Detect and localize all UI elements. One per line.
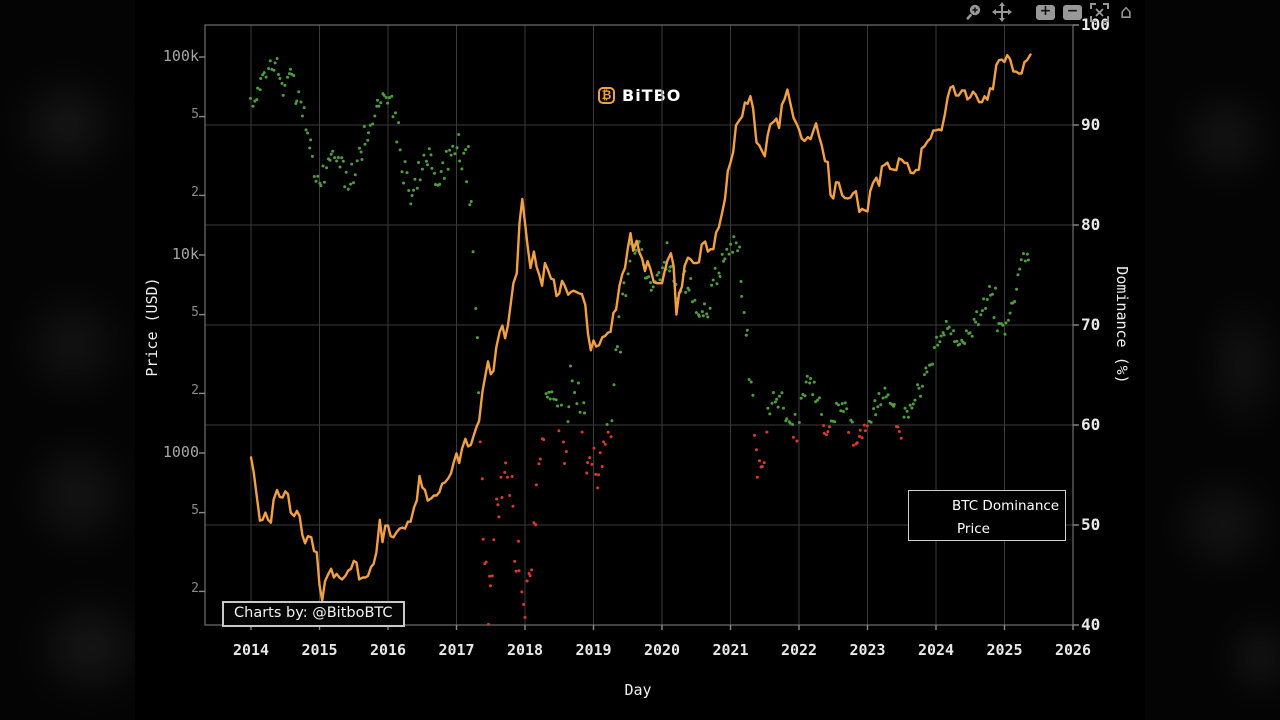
year-tick-label: 2018 <box>506 641 544 659</box>
pan-arrows-icon <box>992 2 1012 22</box>
plus-icon: + <box>1036 4 1055 20</box>
bitbo-logo: ₿ BiTBO <box>598 86 681 105</box>
credit-badge: Charts by: @BitboBTC <box>222 601 405 627</box>
price-tick-label: 1000 <box>162 443 199 461</box>
chart-legend[interactable]: BTC Dominance Price <box>908 490 1066 541</box>
toolbar-spacer <box>1016 2 1032 22</box>
blur-blob <box>14 285 132 405</box>
left-axis-title: Price (USD) <box>143 277 161 377</box>
price-tick-label: 5 <box>191 304 199 320</box>
dominance-marker-icon <box>926 503 931 508</box>
blur-blob <box>1170 85 1280 190</box>
legend-label: BTC Dominance <box>952 497 1060 514</box>
price-tick-label: 10k <box>171 245 199 263</box>
chart-panel <box>135 0 1145 720</box>
year-tick-label: 2016 <box>369 641 407 659</box>
price-marker-icon <box>913 527 949 530</box>
dominance-tick-label: 70 <box>1081 315 1101 334</box>
right-axis-title: Dominance (%) <box>1113 266 1131 384</box>
blur-blob <box>26 590 135 705</box>
autoscale-button[interactable] <box>1086 2 1113 22</box>
autoscale-icon <box>1090 2 1109 22</box>
magnifier-icon <box>965 2 985 22</box>
dominance-tick-label: 60 <box>1081 415 1101 434</box>
dominance-tick-label: 100 <box>1081 15 1110 34</box>
year-tick-label: 2019 <box>575 641 612 659</box>
blur-blob <box>8 70 126 180</box>
blur-blob <box>1225 615 1280 700</box>
legend-label: Price <box>957 520 990 537</box>
blur-blob <box>1165 470 1280 580</box>
blur-blob <box>18 430 135 560</box>
letterbox-left <box>0 0 135 720</box>
price-tick-label: 2 <box>191 383 199 399</box>
year-tick-label: 2021 <box>712 641 749 659</box>
year-tick-label: 2022 <box>780 641 818 659</box>
bitbo-logo-text: BiTBO <box>622 86 682 105</box>
year-tick-label: 2015 <box>301 641 338 659</box>
home-icon: ⌂ <box>1119 1 1133 23</box>
zoom-tool-button[interactable] <box>962 2 988 22</box>
legend-item-price[interactable]: Price <box>909 517 1065 540</box>
dominance-tick-label: 80 <box>1081 215 1101 234</box>
year-tick-label: 2025 <box>986 641 1023 659</box>
x-axis-title: Day <box>624 681 652 699</box>
home-button[interactable]: ⌂ <box>1113 2 1139 22</box>
year-tick-label: 2023 <box>849 641 886 659</box>
blur-blob <box>1200 290 1280 440</box>
year-tick-label: 2020 <box>643 641 681 659</box>
letterbox-right <box>1145 0 1280 720</box>
dominance-tick-label: 90 <box>1081 115 1101 134</box>
minus-icon: − <box>1063 4 1082 20</box>
chart-toolbar: + − ⌂ <box>962 2 1139 22</box>
price-tick-label: 2 <box>191 581 199 597</box>
year-tick-label: 2014 <box>232 641 270 659</box>
dominance-tick-label: 50 <box>1081 515 1101 534</box>
price-dominance-chart[interactable] <box>185 20 1083 638</box>
price-tick-label: 100k <box>162 47 199 65</box>
year-tick-label: 2017 <box>438 641 475 659</box>
legend-item-dominance[interactable]: BTC Dominance <box>909 494 1065 517</box>
pan-tool-button[interactable] <box>988 2 1016 22</box>
price-tick-label: 2 <box>191 185 199 201</box>
zoom-out-button[interactable]: − <box>1059 2 1086 22</box>
bitbo-brand-icon: ₿ <box>598 87 615 104</box>
year-tick-label: 2026 <box>1054 641 1092 659</box>
dominance-tick-label: 40 <box>1081 615 1101 634</box>
price-tick-label: 5 <box>191 502 199 518</box>
year-tick-label: 2024 <box>917 641 955 659</box>
price-tick-label: 5 <box>191 106 199 122</box>
zoom-in-button[interactable]: + <box>1032 2 1059 22</box>
